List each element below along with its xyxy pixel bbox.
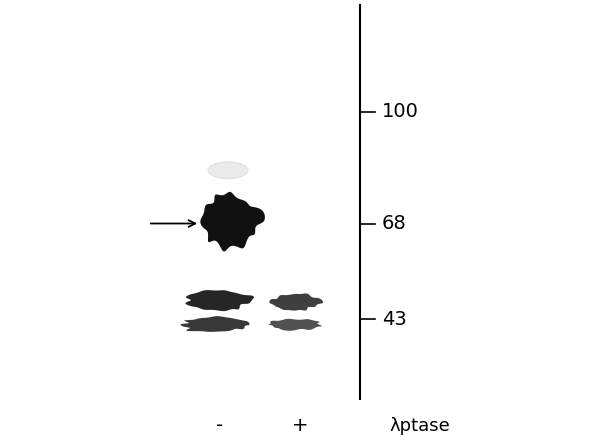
PathPatch shape [200, 192, 265, 252]
Text: 43: 43 [382, 310, 407, 329]
PathPatch shape [185, 290, 254, 311]
Text: 100: 100 [382, 102, 419, 121]
Ellipse shape [208, 162, 248, 179]
PathPatch shape [269, 293, 323, 311]
Text: 68: 68 [382, 214, 407, 233]
PathPatch shape [181, 316, 250, 332]
Text: -: - [217, 416, 224, 435]
Text: +: + [292, 416, 308, 435]
PathPatch shape [268, 319, 322, 331]
Text: λptase: λptase [389, 417, 451, 435]
